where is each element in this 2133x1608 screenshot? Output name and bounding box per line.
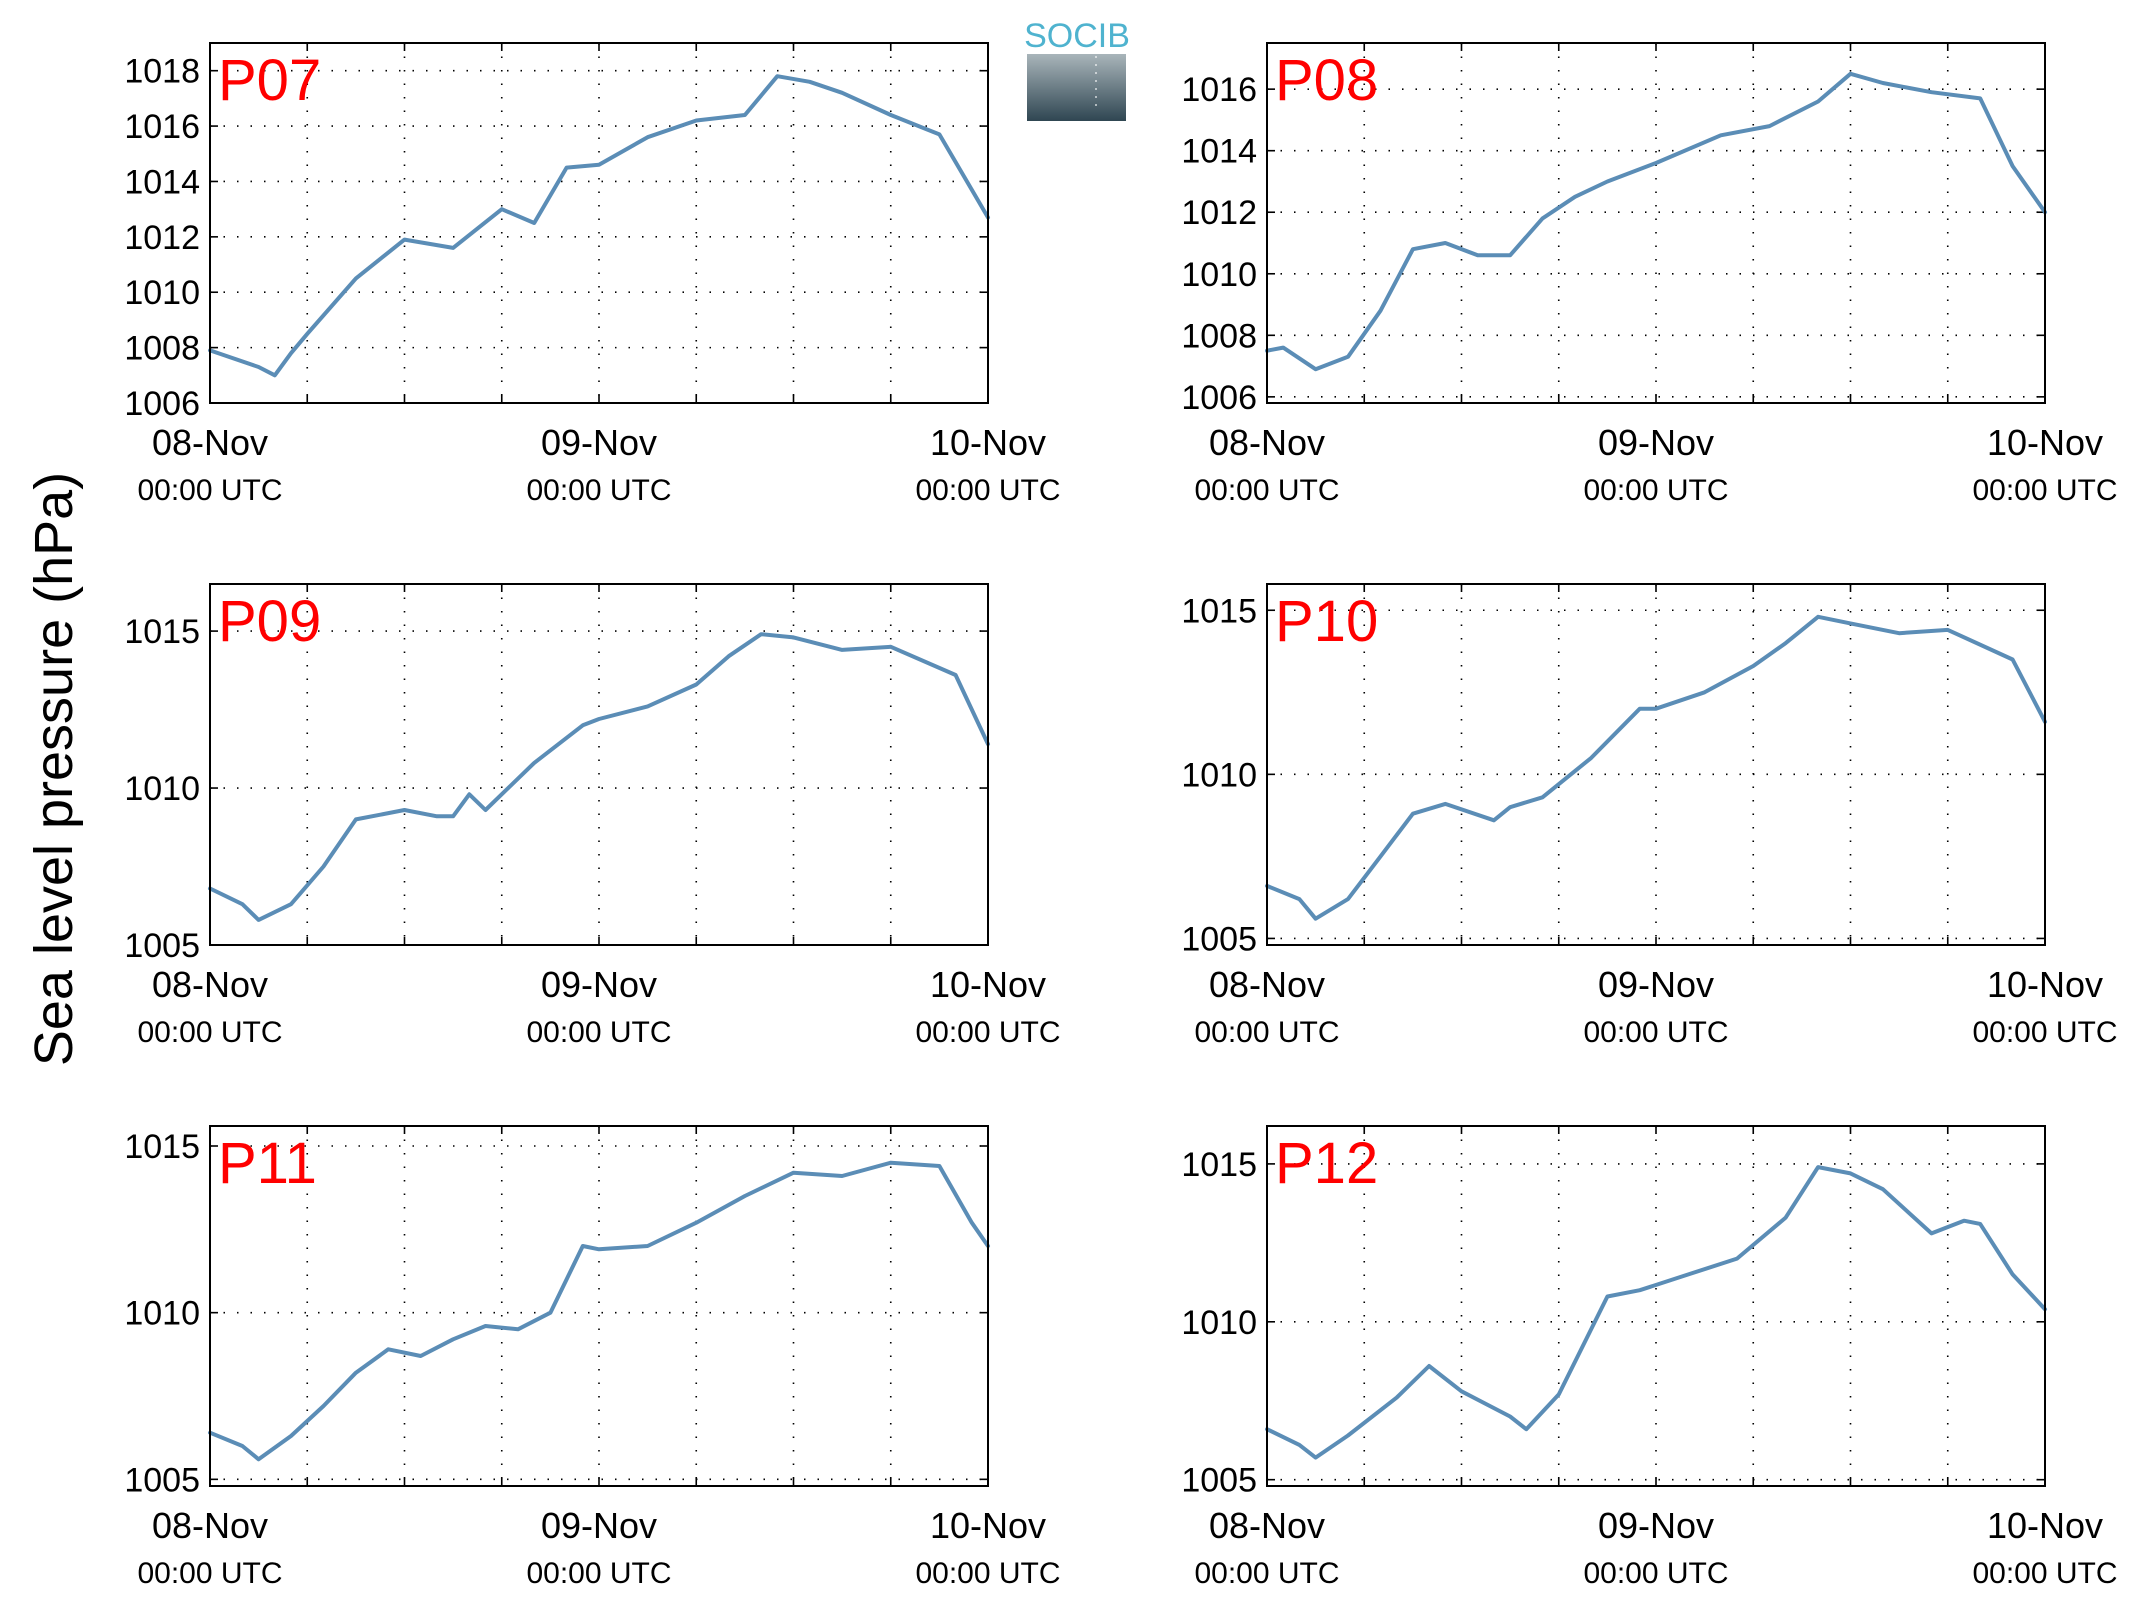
axes-frame [1266,42,2046,404]
panel-label: P11 [218,1131,317,1196]
x-tick-time: 00:00 UTC [1194,474,1339,507]
panel-label: P07 [218,48,321,113]
x-tick-time: 00:00 UTC [1972,1557,2117,1590]
y-tick-label: 1015 [1181,1146,1257,1184]
pressure-line [1265,71,2047,372]
y-tick-label: 1014 [124,163,200,201]
socib-logo: SOCIB [1024,17,1130,121]
y-tick-label: 1005 [1181,1462,1257,1500]
y-tick-label: 1008 [124,330,200,368]
x-tick-date: 10-Nov [1987,422,2103,463]
axes-frame [209,42,989,404]
x-tick-date: 08-Nov [1209,1505,1325,1546]
panel-p09: 1005 1010 1015 P09 08-Nov 00:00 UTC 09-Nov 00:0… [124,583,1061,1049]
x-tick-time: 00:00 UTC [137,1557,282,1590]
x-tick-time: 00:00 UTC [526,474,671,507]
x-tick-time: 00:00 UTC [915,1557,1060,1590]
x-tick-time: 00:00 UTC [526,1016,671,1049]
pressure-line [208,74,990,378]
panel-label: P09 [218,589,321,654]
y-tick-label: 1005 [1181,920,1257,958]
axes-frame [1266,1125,2046,1487]
y-tick-label: 1005 [124,927,200,965]
y-tick-label: 1010 [124,1295,200,1333]
x-tick-date: 08-Nov [152,964,268,1005]
pressure-line [1265,614,2047,921]
x-tick-time: 00:00 UTC [915,1016,1060,1049]
y-tick-label: 1012 [1181,194,1257,232]
panel-p07: 1006 1008 1010 1012 1014 1016 1018 P07 08-Nov 00:… [124,42,1061,507]
logo-block [1027,54,1126,121]
x-tick-time: 00:00 UTC [1583,1557,1728,1590]
panel-label: P12 [1275,1131,1378,1196]
y-tick-label: 1010 [1181,756,1257,794]
x-tick-time: 00:00 UTC [1583,474,1728,507]
y-tick-label: 1005 [124,1461,200,1499]
y-tick-label: 1006 [124,385,200,423]
x-tick-time: 00:00 UTC [1194,1557,1339,1590]
pressure-line [208,632,990,922]
x-tick-date: 10-Nov [1987,1505,2103,1546]
logo-text: SOCIB [1024,17,1130,55]
y-tick-label: 1016 [1181,71,1257,109]
x-tick-date: 10-Nov [930,422,1046,463]
x-tick-date: 09-Nov [1598,422,1714,463]
y-tick-label: 1010 [1181,1304,1257,1342]
y-tick-label: 1010 [1181,256,1257,294]
x-tick-date: 08-Nov [152,1505,268,1546]
y-tick-label: 1015 [124,1128,200,1166]
x-tick-date: 09-Nov [541,422,657,463]
y-tick-label: 1010 [124,770,200,808]
axes-frame [209,1125,989,1487]
y-tick-label: 1015 [1181,592,1257,630]
x-tick-date: 08-Nov [152,422,268,463]
panel-p12: 1005 1010 1015 P12 08-Nov 00:00 UTC 09-Nov 00:0… [1181,1125,2118,1590]
x-tick-time: 00:00 UTC [1972,474,2117,507]
x-tick-date: 10-Nov [930,964,1046,1005]
x-tick-date: 09-Nov [541,964,657,1005]
x-tick-date: 10-Nov [930,1505,1046,1546]
y-tick-label: 1018 [124,53,200,91]
y-tick-label: 1016 [124,108,200,146]
x-tick-date: 10-Nov [1987,964,2103,1005]
y-tick-label: 1006 [1181,379,1257,417]
x-tick-time: 00:00 UTC [137,1016,282,1049]
y-tick-label: 1015 [124,613,200,651]
x-tick-date: 09-Nov [1598,1505,1714,1546]
axes-frame [1266,583,2046,946]
x-tick-date: 09-Nov [1598,964,1714,1005]
x-tick-date: 09-Nov [541,1505,657,1546]
y-tick-label: 1010 [124,274,200,312]
x-tick-date: 08-Nov [1209,964,1325,1005]
pressure-line [1265,1165,2047,1460]
x-tick-date: 08-Nov [1209,422,1325,463]
y-axis-label: Sea level pressure (hPa) [24,472,84,1066]
axes-frame [209,583,989,946]
x-tick-time: 00:00 UTC [137,474,282,507]
x-tick-time: 00:00 UTC [915,474,1060,507]
panel-p08: 1006 1008 1010 1012 1014 1016 P08 08-Nov 00:00 U… [1181,42,2118,507]
x-tick-time: 00:00 UTC [1972,1016,2117,1049]
x-tick-time: 00:00 UTC [1583,1016,1728,1049]
y-tick-label: 1012 [124,219,200,257]
panels: 1006 1008 1010 1012 1014 1016 1018 P07 08-Nov 00:… [124,42,2118,1590]
pressure-line [208,1160,990,1462]
panel-label: P08 [1275,48,1378,113]
panel-p11: 1005 1010 1015 P11 08-Nov 00:00 UTC 09-Nov 00:0… [124,1125,1061,1590]
x-tick-time: 00:00 UTC [526,1557,671,1590]
y-tick-label: 1008 [1181,317,1257,355]
x-tick-time: 00:00 UTC [1194,1016,1339,1049]
y-tick-label: 1014 [1181,133,1257,171]
panel-label: P10 [1275,589,1378,654]
panel-p10: 1005 1010 1015 P10 08-Nov 00:00 UTC 09-Nov 00:0… [1181,583,2118,1049]
